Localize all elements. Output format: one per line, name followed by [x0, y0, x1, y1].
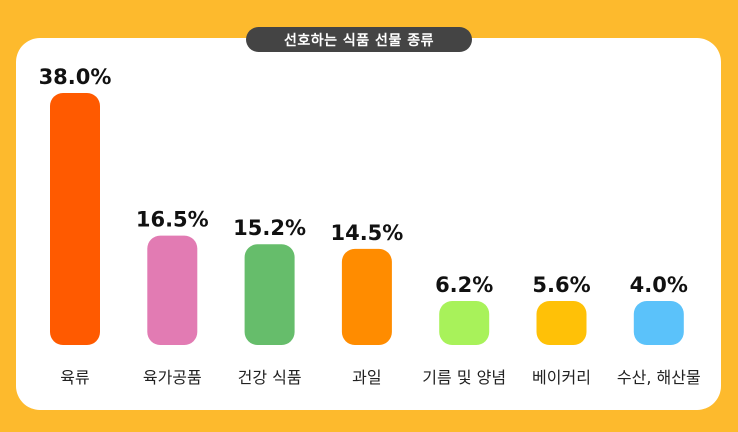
value-label-5: 6.2% — [435, 273, 493, 297]
category-label-3: 건강 식품 — [238, 368, 302, 387]
value-label-4: 14.5% — [330, 221, 403, 245]
bar-3 — [244, 244, 295, 345]
value-label-1: 38.0% — [39, 65, 112, 89]
value-label-3: 15.2% — [233, 216, 306, 240]
category-label-7: 수산, 해산물 — [617, 368, 701, 387]
category-label-4: 과일 — [352, 368, 381, 387]
chart-title: 선호하는 식품 선물 종류 — [246, 27, 472, 52]
category-label-5: 기름 및 양념 — [422, 368, 506, 387]
value-label-2: 16.5% — [136, 208, 209, 232]
category-label-1: 육류 — [60, 368, 89, 387]
bar-7 — [633, 301, 684, 345]
bar-6 — [536, 301, 587, 345]
category-label-2: 육가공품 — [143, 368, 202, 387]
category-label-6: 베이커리 — [532, 368, 591, 387]
bar-1 — [50, 93, 100, 345]
chart-card — [16, 38, 721, 410]
value-label-7: 4.0% — [630, 273, 688, 297]
bar-4 — [341, 248, 392, 345]
bar-2 — [147, 235, 198, 345]
value-label-6: 5.6% — [532, 273, 590, 297]
bar-5 — [439, 301, 490, 345]
